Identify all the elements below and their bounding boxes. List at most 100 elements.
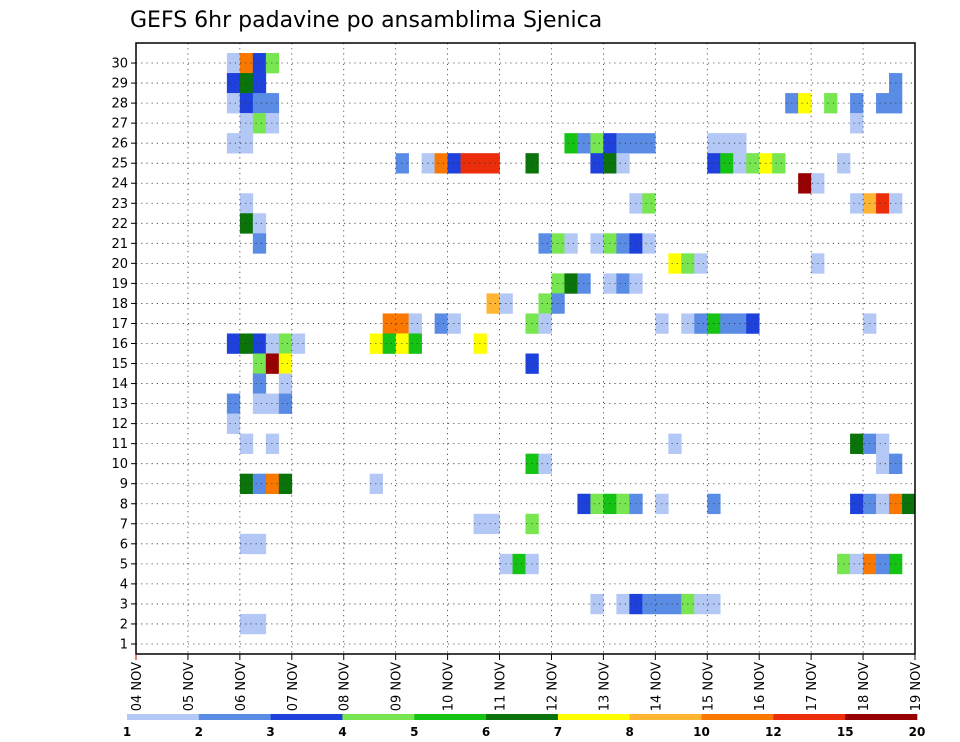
y-tick-label: 12	[111, 417, 128, 432]
colorbar-swatch	[701, 714, 774, 720]
heatmap-cell	[668, 433, 682, 454]
y-tick-label: 13	[111, 397, 128, 412]
heatmap-cell	[876, 493, 890, 515]
y-tick-label: 3	[120, 597, 128, 612]
heatmap-cell	[252, 213, 267, 234]
heatmap-cell	[876, 453, 890, 474]
heatmap-cell	[694, 593, 708, 615]
colorbar-swatch	[198, 714, 271, 720]
y-tick-label: 1	[120, 637, 128, 652]
x-axis-ticks: 04 NOV 05 NOV 06 NOV 07 NOV 08 NOV 09 NOV 10 N…	[130, 654, 924, 711]
heatmap-cell	[720, 313, 734, 334]
heatmap-cell	[616, 493, 630, 515]
x-tick-label: 19 NOV	[909, 662, 924, 711]
y-tick-label: 9	[120, 477, 128, 492]
x-tick-label: 12 NOV	[546, 662, 561, 711]
heatmap-cell	[720, 153, 734, 174]
y-axis-ticks: 1234567891011121314151617181920212223242…	[111, 57, 136, 652]
colorbar-label: 2	[195, 725, 203, 739]
heatmap-cell	[278, 333, 293, 354]
heatmap-cell	[239, 213, 254, 234]
heatmap-cell	[239, 113, 254, 134]
colorbar-label: 5	[410, 725, 418, 739]
colorbar-swatch	[773, 714, 846, 720]
x-tick-label: 05 NOV	[182, 662, 197, 711]
heatmap-cell	[850, 193, 864, 214]
x-tick-label: 18 NOV	[857, 662, 872, 711]
colorbar-swatch	[486, 714, 559, 720]
heatmap-cell	[876, 93, 890, 114]
heatmap-cell	[226, 413, 241, 434]
heatmap-cell	[694, 313, 708, 334]
heatmap-cell	[538, 313, 552, 334]
heatmap-cell	[408, 313, 422, 334]
heatmap-cell	[876, 553, 890, 575]
heatmap-cell	[642, 133, 656, 154]
y-tick-label: 15	[111, 357, 128, 372]
heatmap-cell	[668, 253, 682, 274]
colorbar-label: 7	[554, 725, 562, 739]
heatmap-cell	[252, 373, 267, 394]
heatmap-cell	[590, 233, 604, 254]
colorbar: 1 2 3 4 5 6 7 8 10 12 15 20	[123, 714, 925, 739]
heatmap-cell	[252, 613, 267, 635]
heatmap-cell	[226, 53, 241, 74]
colorbar-swatch	[270, 714, 343, 720]
heatmap-cell	[252, 353, 267, 374]
x-tick-label: 04 NOV	[130, 662, 145, 711]
heatmap-cell	[226, 73, 241, 94]
y-tick-label: 22	[111, 217, 128, 232]
colorbar-swatch	[342, 714, 415, 720]
y-tick-label: 20	[111, 257, 128, 272]
heatmap-cell	[850, 113, 864, 134]
colorbar-swatch	[629, 714, 702, 720]
x-tick-label: 07 NOV	[286, 662, 301, 711]
heatmap-cell	[265, 393, 280, 414]
heatmap-cell	[642, 233, 656, 254]
heatmap-cell	[252, 333, 267, 354]
colorbar-label: 8	[626, 725, 634, 739]
heatmap-cell	[265, 353, 280, 374]
heatmap-cell	[382, 333, 396, 354]
heatmap-cell	[239, 473, 254, 495]
heatmap-cell	[434, 313, 448, 334]
heatmap-cell	[538, 453, 552, 474]
heatmap-cell	[798, 93, 812, 114]
y-tick-label: 16	[111, 337, 128, 352]
heatmap-cell	[252, 473, 267, 495]
heatmap-cell	[590, 593, 604, 615]
y-tick-label: 29	[111, 77, 128, 92]
y-tick-label: 21	[111, 237, 128, 252]
y-tick-label: 19	[111, 277, 128, 292]
heatmap-cell	[564, 273, 578, 294]
heatmap-cell	[252, 53, 267, 74]
heatmap-cell	[239, 433, 254, 454]
y-tick-label: 5	[120, 557, 128, 572]
heatmap-cell	[252, 93, 267, 114]
x-tick-label: 08 NOV	[338, 662, 353, 711]
heatmap-cell	[252, 73, 267, 94]
y-tick-label: 26	[111, 137, 128, 152]
heatmap-cell	[239, 193, 254, 214]
x-tick-label: 17 NOV	[805, 662, 820, 711]
heatmap-cell	[226, 333, 241, 354]
heatmap-cell	[616, 153, 630, 174]
colorbar-label: 10	[693, 725, 710, 739]
heatmap-cell	[252, 233, 267, 254]
chart-title: GEFS 6hr padavine po ansamblima Sjenica	[130, 8, 602, 33]
heatmap-cell	[252, 533, 267, 555]
heatmap-cell	[850, 433, 864, 454]
colorbar-swatch	[414, 714, 487, 720]
heatmap-cell	[265, 433, 280, 454]
heatmap-cell	[876, 433, 890, 454]
heatmap-cell	[265, 113, 280, 134]
y-tick-label: 8	[120, 497, 128, 512]
heatmap-cell	[278, 393, 293, 414]
colorbar-label: 12	[765, 725, 782, 739]
heatmap-cell	[746, 313, 760, 334]
heatmap-cell	[408, 333, 422, 354]
heatmap-cell	[564, 233, 578, 254]
colorbar-label: 1	[123, 725, 131, 739]
y-tick-label: 6	[120, 537, 128, 552]
y-tick-label: 4	[120, 577, 128, 592]
